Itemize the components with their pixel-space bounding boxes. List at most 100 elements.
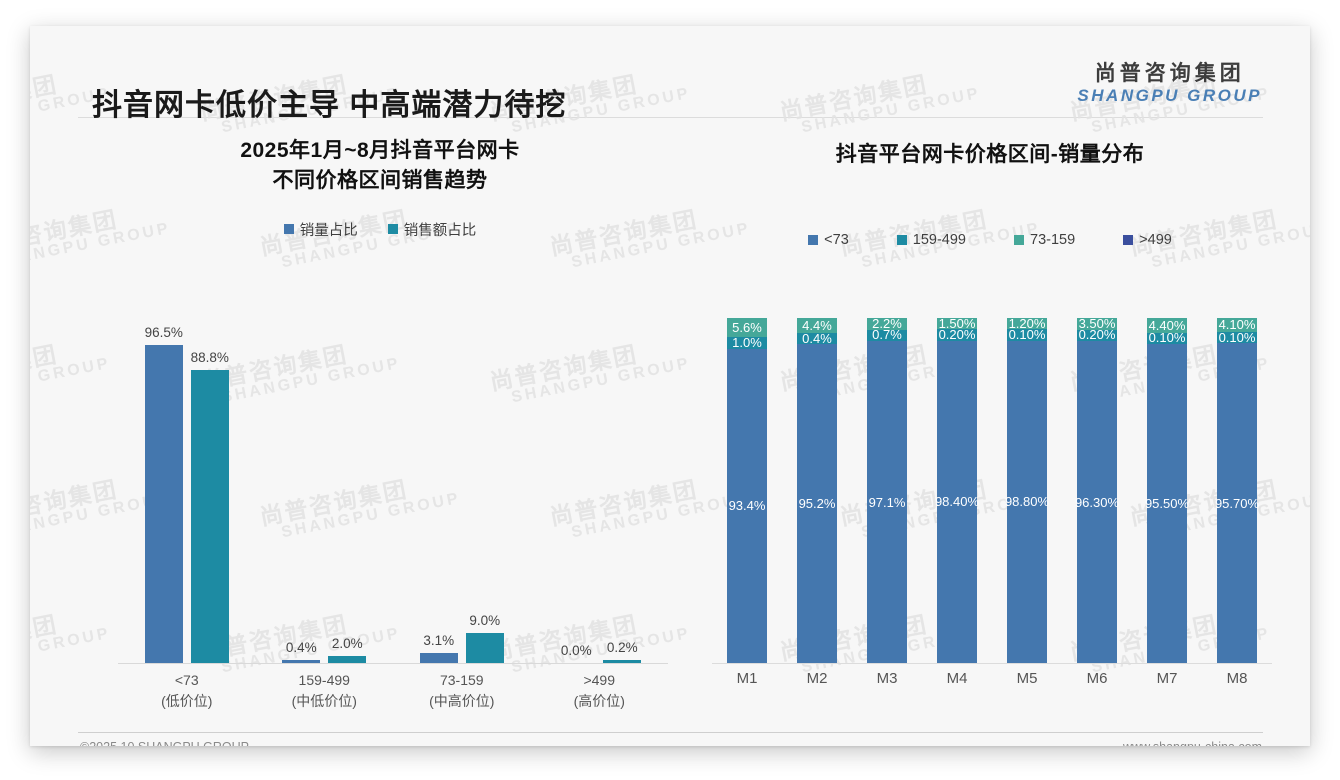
right-chart-segment[interactable]: 2.2%: [867, 316, 907, 331]
right-chart-segment[interactable]: 0.20%: [937, 327, 977, 343]
left-chart-bar-value-label: 96.5%: [144, 324, 183, 340]
right-chart-segment[interactable]: 5.6%: [727, 318, 767, 337]
right-chart-segment[interactable]: 4.10%: [1217, 317, 1257, 333]
right-chart-segment[interactable]: 97.1%: [867, 341, 907, 663]
right-chart-group: 0.0%4.4%0.4%95.2%: [782, 316, 852, 663]
right-chart-segment-value-label: 95.70%: [1214, 495, 1260, 511]
right-chart-segment[interactable]: 0.20%: [1077, 327, 1117, 342]
right-chart-segment[interactable]: 0.10%: [1147, 330, 1187, 346]
right-chart-x-label: M5: [1016, 670, 1038, 687]
left-chart-bar[interactable]: [465, 633, 504, 663]
left-chart-bar-wrapper: 0.4%: [282, 333, 321, 663]
right-chart-stacked-bar[interactable]: 0.0%2.2%0.7%97.1%: [867, 316, 907, 663]
left-chart-x-label-range: <73: [174, 672, 199, 688]
left-chart-group: 0.0% 0.2%: [531, 333, 669, 663]
left-chart-bar-value-label: 2.0%: [331, 636, 363, 652]
right-chart-legend-item[interactable]: >499: [1123, 232, 1172, 248]
right-chart-segment-value-label: 1.50%: [938, 315, 976, 331]
left-chart-bar[interactable]: [144, 344, 183, 663]
left-chart-bar[interactable]: [282, 660, 321, 663]
right-chart-x-label: M6: [1086, 670, 1108, 687]
footer-website[interactable]: www.shangpu-china.com: [1123, 740, 1262, 746]
left-chart-bar[interactable]: [603, 660, 642, 663]
right-chart-segment[interactable]: 0.7%: [867, 327, 907, 342]
slide-canvas: 尚普咨询集团 SHANGPU GROUP 尚普咨询集团 SHANGPU GROUP 尚普…: [30, 26, 1310, 746]
right-chart-segment[interactable]: 0.4%: [797, 331, 837, 346]
right-chart-segment[interactable]: 98.80%: [1005, 340, 1049, 663]
right-chart-segment[interactable]: 95.2%: [797, 344, 837, 663]
left-chart-x-label: 73-159 (中高价位): [393, 666, 531, 716]
right-chart-segment-value-label: 95.2%: [798, 496, 836, 512]
right-chart-segment-value-label: 4.4%: [802, 317, 832, 333]
right-chart-segment-value-label: 1.0%: [732, 334, 762, 350]
right-chart-segment[interactable]: 95.70%: [1214, 343, 1260, 663]
right-chart-x-label: M8: [1226, 670, 1248, 687]
left-chart-legend-item[interactable]: 销售额占比: [387, 219, 476, 240]
right-chart-stacked-bar[interactable]: 0.00%1.20%0.10%98.80%: [1005, 316, 1049, 663]
left-chart-group: 0.4% 2.0%: [256, 333, 394, 663]
right-chart-segment[interactable]: 0.10%: [1217, 329, 1257, 345]
slide-header: 抖音网卡低价主导 中高端潜力待挖 尚普咨询集团 SHANGPU GROUP: [30, 26, 1310, 122]
right-chart-legend-item[interactable]: <73: [808, 232, 849, 248]
right-chart-segment-value-label: 5.6%: [732, 319, 762, 335]
right-chart-segment[interactable]: 1.0%: [727, 334, 767, 350]
right-chart-segment[interactable]: 0.10%: [1007, 327, 1047, 342]
right-chart-segment-value-label: 96.30%: [1074, 494, 1120, 510]
right-chart-stacked-bar[interactable]: 0.00%3.50%0.20%96.30%: [1074, 316, 1120, 663]
left-chart-bar-wrapper: 0.0%: [557, 333, 595, 663]
left-chart-x-label-range: 73-159: [439, 672, 484, 688]
right-chart-legend-item[interactable]: 159-499: [896, 232, 966, 248]
right-chart-stacked-bar[interactable]: 0.0%4.4%0.4%95.2%: [797, 316, 837, 663]
left-chart-bar-wrapper: 0.2%: [603, 333, 642, 663]
left-chart-x-label: <73 (低价位): [118, 666, 256, 716]
legend-swatch-icon: [283, 224, 294, 235]
legend-swatch-icon: [387, 224, 398, 235]
right-chart-segment-value-label: 95.50%: [1144, 496, 1190, 512]
right-chart-segment[interactable]: 4.40%: [1147, 318, 1187, 333]
right-chart-stacked-bar[interactable]: 0.00%1.50%0.20%98.40%: [935, 315, 979, 663]
right-chart-segment[interactable]: 96.30%: [1074, 341, 1120, 663]
right-chart-segment[interactable]: 3.50%: [1077, 316, 1117, 331]
right-chart-x-label: M2: [806, 670, 828, 687]
right-chart-segment[interactable]: 95.50%: [1144, 344, 1190, 663]
right-chart-stacked-bar[interactable]: 0.0%5.6%1.0%93.4%: [727, 316, 767, 663]
left-chart-bar-value-label: 3.1%: [423, 632, 455, 648]
right-chart-title: 抖音平台网卡价格区间-销量分布: [835, 143, 1145, 166]
right-chart-segment-value-label: 0.20%: [938, 327, 976, 343]
right-chart-segment-value-label: 93.4%: [728, 498, 766, 514]
right-chart-segment[interactable]: 1.50%: [937, 315, 977, 331]
left-chart-bar[interactable]: [419, 652, 458, 663]
right-chart-group: 0.00%3.50%0.20%96.30%: [1062, 316, 1132, 663]
left-chart-title: 2025年1月~8月抖音平台网卡 不同价格区间销售趋势: [70, 136, 690, 197]
right-chart-group: 0.00%4.40%0.10%95.50%: [1132, 316, 1202, 663]
right-chart-group: 0.0%2.2%0.7%97.1%: [852, 316, 922, 663]
right-chart-segment-value-label: 4.10%: [1218, 317, 1256, 333]
left-chart-bar[interactable]: [328, 656, 367, 663]
left-chart-bar-wrapper: 9.0%: [465, 333, 504, 663]
right-chart-stacked-bar[interactable]: 4.10% 0.10% 95.70%: [1214, 317, 1260, 663]
right-chart-segment[interactable]: 4.4%: [797, 318, 837, 333]
logo-chinese-text: 尚普咨询集团: [1094, 62, 1245, 85]
footer-copyright: ©2025.10 SHANGPU GROUP: [80, 740, 249, 746]
right-chart-axis-line: [712, 663, 1272, 664]
left-chart-bar-wrapper: 96.5%: [144, 325, 183, 663]
right-chart-segment[interactable]: 93.4%: [727, 348, 767, 663]
legend-item-label: 销量占比: [299, 222, 358, 239]
right-chart-segment[interactable]: 1.20%: [1007, 316, 1047, 331]
right-chart-legend: <73 159-499 73-159 >499: [690, 232, 1290, 248]
left-chart-axis-line: [118, 663, 668, 664]
right-chart-legend-item[interactable]: 73-159: [1014, 232, 1075, 248]
right-chart-segment-value-label: 0.10%: [1148, 330, 1186, 346]
left-chart-bars: 96.5% 88.8% 0.4% 2.0% 3.1% 9.0% 0.0% 0.2%: [118, 325, 669, 663]
right-chart-segment-value-label: 0.10%: [1218, 329, 1256, 345]
right-chart-x-label: M4: [946, 670, 968, 687]
right-chart-stacked-bar[interactable]: 0.00%4.40%0.10%95.50%: [1144, 316, 1190, 663]
left-chart-bar[interactable]: [190, 369, 229, 663]
left-chart-legend-item[interactable]: 销量占比: [283, 219, 358, 240]
brand-logo: 尚普咨询集团 SHANGPU GROUP: [1077, 62, 1262, 107]
left-chart-x-label-range: >499: [583, 672, 616, 688]
left-chart-bar-wrapper: 2.0%: [328, 333, 367, 663]
right-chart-segment[interactable]: 98.40%: [935, 340, 979, 663]
left-chart-x-label: >499 (高价位): [531, 666, 669, 716]
